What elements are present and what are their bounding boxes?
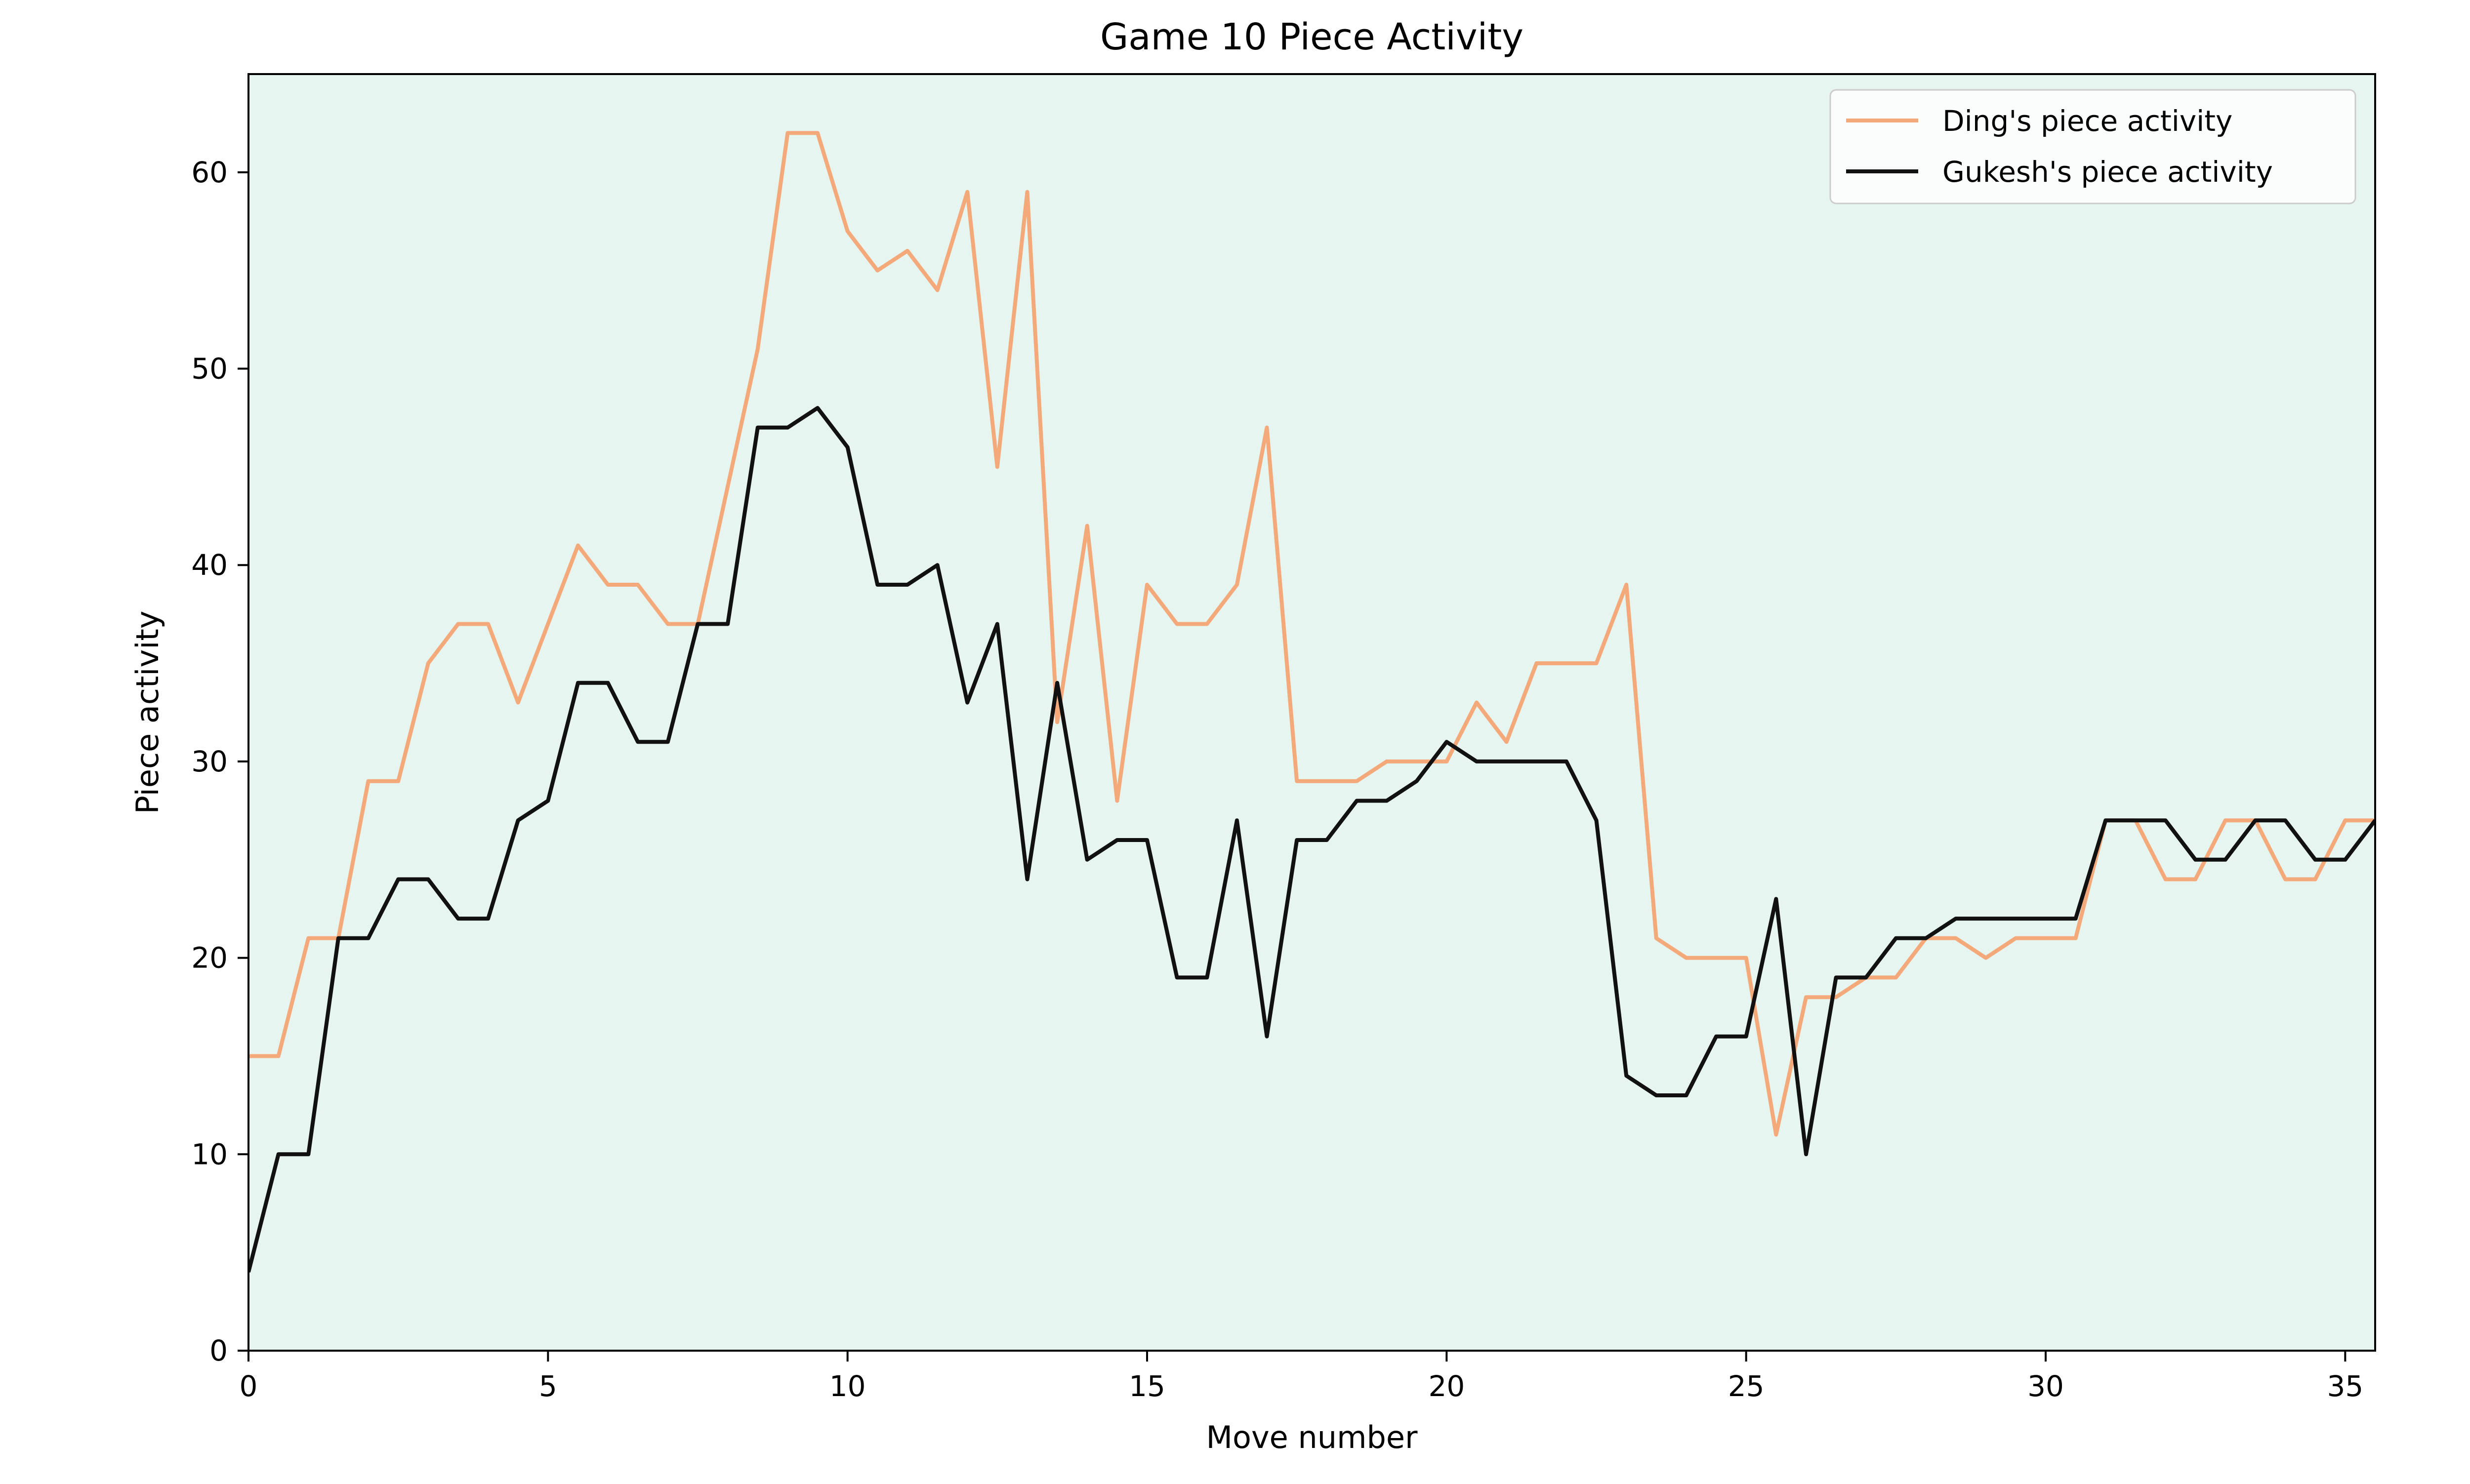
x-tick-label: 25	[1728, 1369, 1765, 1403]
y-tick-label: 60	[191, 156, 228, 189]
series-layer	[248, 131, 2375, 1273]
plot-background	[248, 74, 2375, 1351]
y-tick-label: 40	[191, 548, 228, 582]
legend-label-ding: Ding's piece activity	[1942, 104, 2232, 138]
legend: Ding's piece activity Gukesh's piece act…	[1829, 89, 2356, 204]
x-tick-label: 20	[1428, 1369, 1465, 1403]
y-axis: 0 10 20 30 40 50 60	[191, 156, 248, 1367]
x-axis-label: Move number	[1206, 1419, 1418, 1455]
x-tick-label: 35	[2327, 1369, 2363, 1403]
x-axis: 0 5 10 15 20 25 30 35	[240, 1351, 2363, 1403]
y-tick-label: 30	[191, 745, 228, 778]
x-tick-label: 10	[829, 1369, 866, 1403]
y-tick-label: 50	[191, 352, 228, 386]
chart-title: Game 10 Piece Activity	[1100, 16, 1523, 58]
x-tick-label: 5	[539, 1369, 557, 1403]
y-tick-label: 0	[209, 1334, 228, 1367]
series-line-ding	[248, 131, 2375, 1137]
y-tick-label: 20	[191, 941, 228, 975]
x-tick-label: 0	[240, 1369, 258, 1403]
x-tick-label: 15	[1129, 1369, 1165, 1403]
legend-box	[1829, 89, 2356, 204]
legend-label-gukesh: Gukesh's piece activity	[1942, 155, 2273, 189]
x-tick-label: 30	[2027, 1369, 2064, 1403]
plot-frame	[247, 73, 2376, 1352]
y-tick-label: 10	[191, 1137, 228, 1171]
y-axis-label: Piece activity	[129, 611, 165, 814]
series-line-gukesh	[248, 406, 2375, 1273]
